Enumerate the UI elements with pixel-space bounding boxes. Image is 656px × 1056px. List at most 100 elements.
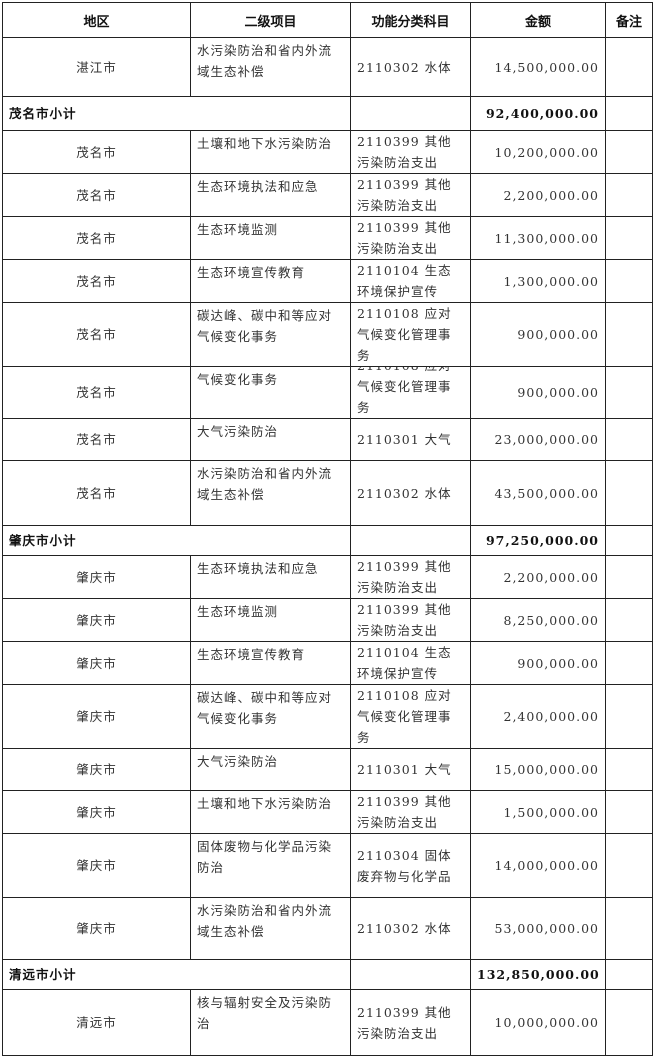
subtotal-label: 茂名市小计 [2, 96, 351, 131]
remark-cell [605, 989, 653, 1056]
table-row: 肇庆市 碳达峰、碳中和等应对气候变化事务 2110108 应对气候变化管理事务 2,4… [2, 684, 653, 749]
amount-cell: 2,200,000.00 [470, 555, 606, 599]
remark-cell [605, 598, 653, 642]
table-row: 茂名市 生态环境执法和应急 2110399 其他污染防治支出 2,200,000.00 [2, 173, 653, 217]
column-header: 金额 [470, 2, 606, 38]
amount-cell: 900,000.00 [470, 366, 606, 419]
table-row: 茂名市气候变化事务2110108 应对气候变化管理事务 900,000.00 [2, 366, 653, 419]
amount-cell: 132,850,000.00 [470, 959, 606, 990]
remark-cell [605, 366, 653, 419]
project-cell: 生态环境执法和应急 [190, 555, 351, 599]
table-row: 茂名市 大气污染防治 2110301 大气 23,000,000.00 [2, 418, 653, 461]
project-cell: 大气污染防治 [190, 418, 351, 461]
region-cell: 茂名市 [2, 259, 191, 303]
region-cell: 茂名市 [2, 173, 191, 217]
remark-cell [605, 790, 653, 834]
table-row: 肇庆市 生态环境宣传教育 2110104 生态环境保护宣传 900,000.00 [2, 641, 653, 685]
category-cell: 2110104 生态环境保护宣传 [350, 259, 471, 303]
category-cell: 2110302 水体 [350, 897, 471, 960]
project-cell: 生态环境执法和应急 [190, 173, 351, 217]
region-cell: 湛江市 [2, 37, 191, 97]
remark-cell [605, 173, 653, 217]
region-cell: 肇庆市 [2, 684, 191, 749]
category-text: 2110108 应对气候变化管理事务 [357, 368, 452, 416]
column-header: 备注 [605, 2, 653, 38]
category-cell [350, 525, 471, 556]
project-cell: 大气污染防治 [190, 748, 351, 791]
remark-cell [605, 833, 653, 898]
remark-cell [605, 130, 653, 174]
amount-cell: 11,300,000.00 [470, 216, 606, 260]
table-row: 肇庆市 生态环境监测 2110399 其他污染防治支出 8,250,000.00 [2, 598, 653, 642]
table-row: 茂名市 土壤和地下水污染防治 2110399 其他污染防治支出 10,200,000.… [2, 130, 653, 174]
table-row: 茂名市 生态环境宣传教育 2110104 生态环境保护宣传 1,300,000.00 [2, 259, 653, 303]
table-row: 茂名市 碳达峰、碳中和等应对气候变化事务 2110108 应对气候变化管理事务 900… [2, 302, 653, 367]
category-cell: 2110302 水体 [350, 37, 471, 97]
subtotal-row: 茂名市小计 92,400,000.00 [2, 96, 653, 131]
project-cell: 水污染防治和省内外流域生态补偿 [190, 37, 351, 97]
table-row: 肇庆市 固体废物与化学品污染防治 2110304 固体废弃物与化学品 14,000,0… [2, 833, 653, 898]
amount-cell: 1,300,000.00 [470, 259, 606, 303]
table-row: 肇庆市 水污染防治和省内外流域生态补偿 2110302 水体 53,000,000.0… [2, 897, 653, 960]
subtotal-row: 肇庆市小计 97,250,000.00 [2, 525, 653, 556]
region-cell: 茂名市 [2, 302, 191, 367]
amount-cell: 15,000,000.00 [470, 748, 606, 791]
project-cell: 生态环境监测 [190, 598, 351, 642]
table-row: 肇庆市 生态环境执法和应急 2110399 其他污染防治支出 2,200,000.00 [2, 555, 653, 599]
project-cell: 气候变化事务 [190, 366, 351, 419]
region-cell: 肇庆市 [2, 748, 191, 791]
project-cell: 土壤和地下水污染防治 [190, 790, 351, 834]
project-cell: 生态环境监测 [190, 216, 351, 260]
header-row: 地区 二级项目 功能分类科目 金额 备注 [2, 2, 653, 38]
category-cell: 2110104 生态环境保护宣传 [350, 641, 471, 685]
remark-cell [605, 259, 653, 303]
remark-cell [605, 959, 653, 990]
amount-cell: 43,500,000.00 [470, 460, 606, 526]
region-cell: 茂名市 [2, 216, 191, 260]
region-cell: 肇庆市 [2, 833, 191, 898]
amount-cell: 900,000.00 [470, 302, 606, 367]
category-cell: 2110108 应对气候变化管理事务 [350, 366, 471, 419]
amount-cell: 8,250,000.00 [470, 598, 606, 642]
category-cell: 2110108 应对气候变化管理事务 [350, 302, 471, 367]
project-cell: 固体废物与化学品污染防治 [190, 833, 351, 898]
project-cell: 碳达峰、碳中和等应对气候变化事务 [190, 684, 351, 749]
category-cell: 2110399 其他污染防治支出 [350, 173, 471, 217]
category-cell [350, 959, 471, 990]
amount-cell: 14,000,000.00 [470, 833, 606, 898]
table-row: 肇庆市 土壤和地下水污染防治 2110399 其他污染防治支出 1,500,000.0… [2, 790, 653, 834]
remark-cell [605, 748, 653, 791]
amount-cell: 97,250,000.00 [470, 525, 606, 556]
amount-cell: 2,200,000.00 [470, 173, 606, 217]
category-cell: 2110304 固体废弃物与化学品 [350, 833, 471, 898]
project-cell: 水污染防治和省内外流域生态补偿 [190, 460, 351, 526]
remark-cell [605, 555, 653, 599]
region-cell: 茂名市 [2, 418, 191, 461]
amount-cell: 10,000,000.00 [470, 989, 606, 1056]
table-row: 清远市 核与辐射安全及污染防治 2110399 其他污染防治支出 10,000,000… [2, 989, 653, 1056]
remark-cell [605, 897, 653, 960]
amount-cell: 92,400,000.00 [470, 96, 606, 131]
subtotal-label: 清远市小计 [2, 959, 351, 990]
category-cell: 2110399 其他污染防治支出 [350, 989, 471, 1056]
category-cell: 2110302 水体 [350, 460, 471, 526]
project-cell: 生态环境宣传教育 [190, 259, 351, 303]
remark-cell [605, 216, 653, 260]
amount-cell: 2,400,000.00 [470, 684, 606, 749]
column-header: 二级项目 [190, 2, 351, 38]
region-cell: 清远市 [2, 989, 191, 1056]
remark-cell [605, 37, 653, 97]
table-row: 茂名市 生态环境监测 2110399 其他污染防治支出 11,300,000.00 [2, 216, 653, 260]
region-cell: 肇庆市 [2, 641, 191, 685]
amount-cell: 14,500,000.00 [470, 37, 606, 97]
table-row: 肇庆市 大气污染防治 2110301 大气 15,000,000.00 [2, 748, 653, 791]
category-cell: 2110301 大气 [350, 748, 471, 791]
region-cell: 肇庆市 [2, 555, 191, 599]
category-cell: 2110399 其他污染防治支出 [350, 790, 471, 834]
amount-cell: 53,000,000.00 [470, 897, 606, 960]
table-row: 湛江市 水污染防治和省内外流域生态补偿 2110302 水体 14,500,000.0… [2, 37, 653, 97]
amount-cell: 23,000,000.00 [470, 418, 606, 461]
project-cell: 水污染防治和省内外流域生态补偿 [190, 897, 351, 960]
category-cell: 2110399 其他污染防治支出 [350, 130, 471, 174]
